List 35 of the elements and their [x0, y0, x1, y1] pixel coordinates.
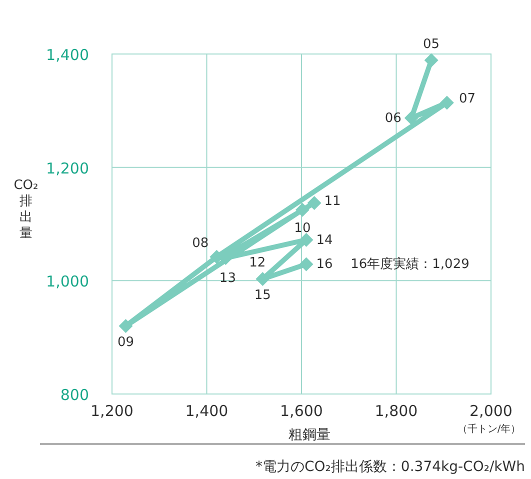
annotation: 14: [316, 232, 333, 248]
y-tick-label: 800: [60, 386, 89, 404]
annotation: 06: [384, 111, 402, 126]
annotation: 05: [423, 37, 440, 52]
annotation: 13: [219, 271, 236, 286]
annotation: 08: [192, 236, 209, 251]
x-tick-label: 2,000: [470, 402, 512, 420]
point: [424, 53, 438, 68]
y-tick-label: 1,400: [46, 46, 89, 64]
text: （千トン/年）: [457, 423, 521, 435]
annotation: 16年度実績：1,029: [350, 256, 470, 272]
x-tick-label: 1,800: [374, 402, 418, 420]
annotation: 15: [254, 288, 271, 303]
point: [307, 196, 322, 210]
point: [299, 257, 314, 272]
annotation: 12: [249, 255, 266, 270]
point: [404, 111, 418, 126]
point: [295, 202, 310, 217]
y-tick-label: 1,000: [46, 272, 89, 291]
x-tick-label: 1,600: [280, 402, 323, 420]
y-axis-title: CO₂排出量: [14, 178, 38, 241]
x-tick-label: 1,400: [185, 402, 228, 420]
text: *電力のCO₂排出係数：0.374kg-CO₂/kWh: [256, 459, 525, 475]
point: [440, 96, 454, 110]
point: [299, 232, 314, 247]
y-tick-label: 1,200: [46, 159, 89, 178]
annotation: 16: [316, 257, 333, 272]
annotation: 09: [117, 335, 134, 350]
point: [256, 272, 270, 286]
annotation: 07: [458, 92, 476, 107]
x-tick-label: 1,200: [90, 402, 134, 420]
x-axis-title: 粗鋼量: [288, 427, 330, 443]
annotation: 10: [294, 220, 311, 236]
point: [118, 319, 133, 333]
annotation: 11: [324, 194, 341, 210]
